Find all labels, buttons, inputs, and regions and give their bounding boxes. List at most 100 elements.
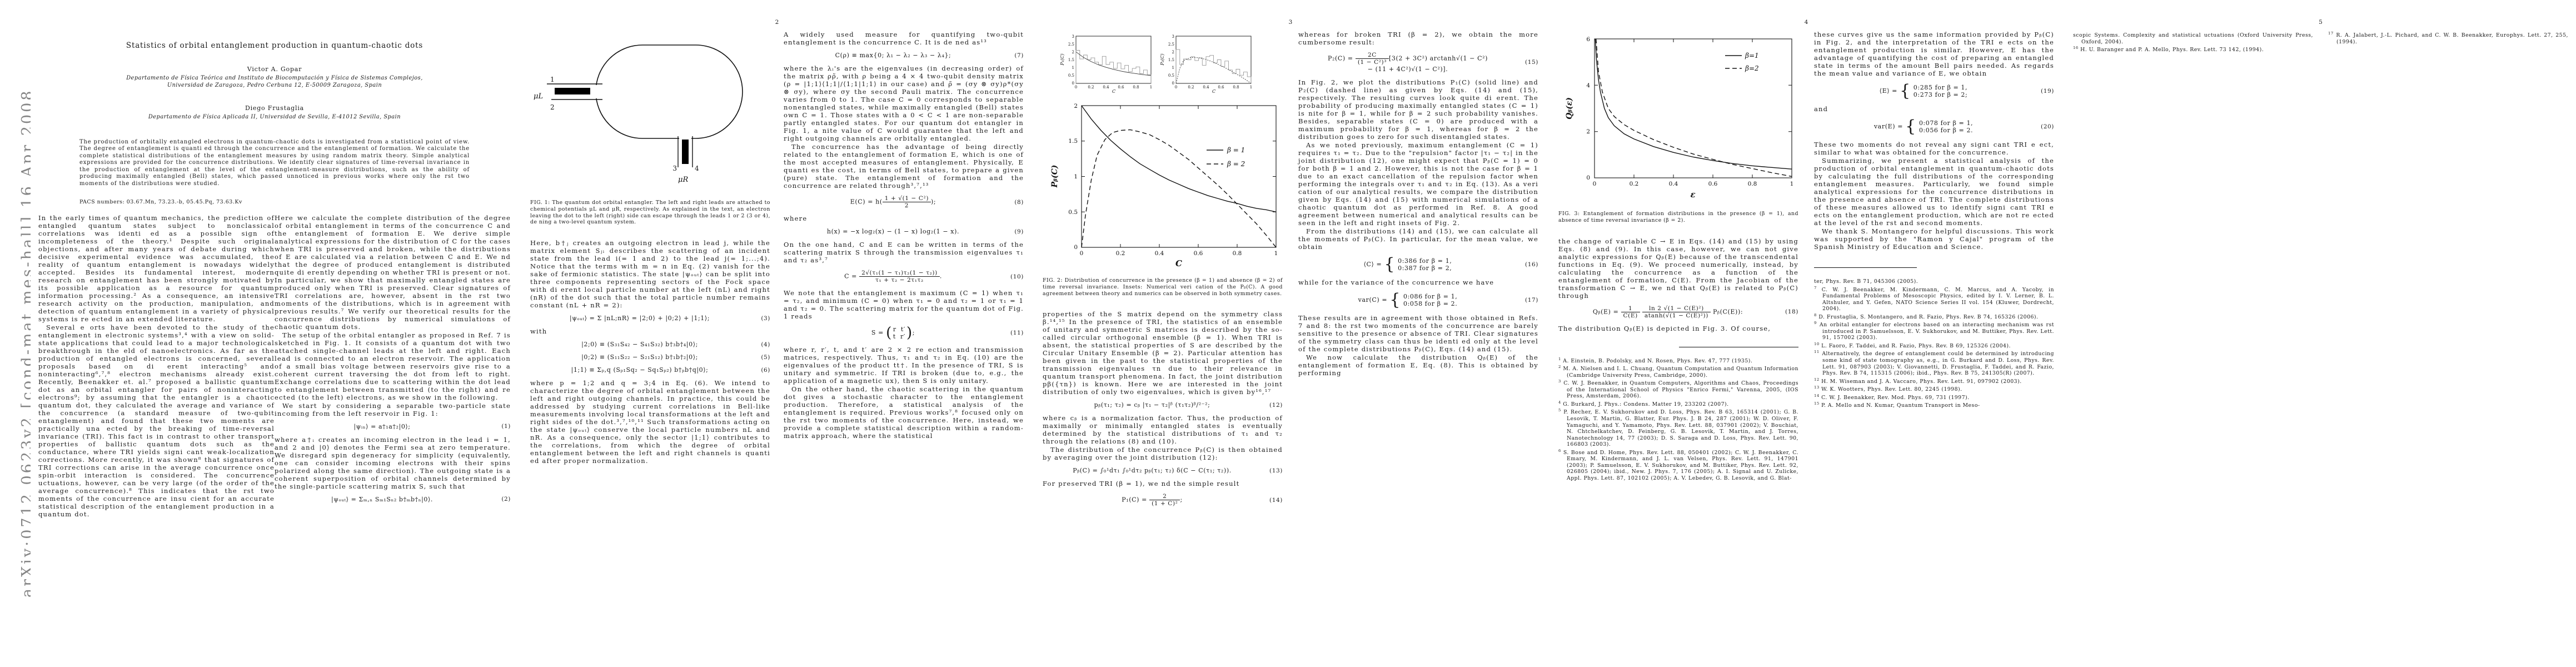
svg-text:1: 1 <box>1072 66 1074 70</box>
svg-text:0: 0 <box>1172 81 1174 86</box>
reference-item: 13 W. K. Wootters, Phys. Rev. Lett. 80, … <box>1814 385 1962 393</box>
curve-beta2 <box>1081 129 1277 248</box>
inset2-curve <box>1175 57 1252 84</box>
svg-text:1.5: 1.5 <box>1068 138 1078 145</box>
paragraph: These results are in agreement with thos… <box>1298 314 1538 353</box>
p4-col1: 6 4 2 0 0 0.2 0.4 0.6 0.8 1 ε Qᵦ(ε) β=1 … <box>1558 31 1798 481</box>
paragraph: with <box>530 327 547 336</box>
tunnel-barrier-left <box>555 88 590 94</box>
svg-text:1: 1 <box>1074 173 1078 180</box>
svg-text:0.4: 0.4 <box>1103 85 1109 89</box>
svg-text:1: 1 <box>1172 66 1174 70</box>
abstract: The production of orbitally entangled el… <box>79 138 470 187</box>
svg-text:0: 0 <box>1593 181 1597 187</box>
svg-text:1: 1 <box>1274 250 1278 257</box>
legend-label-beta2: β = 2 <box>1227 160 1245 168</box>
lead-gap-bottom <box>679 134 691 141</box>
inset2-xlabel: C <box>1212 89 1215 94</box>
equation-14: P₁(C) = 2 (1 + C)²; (14) <box>1122 493 1283 507</box>
svg-text:1: 1 <box>1150 85 1152 89</box>
paragraph: A widely used measure for quantifying tw… <box>784 31 1024 46</box>
page-3: 3 3 2.5 2 1.5 1 0.5 0 0 0.2 0.4 <box>1035 0 1546 667</box>
paragraph: the change of variable C → E in Eqs. (14… <box>1558 237 1798 300</box>
curve-beta1 <box>1595 38 1792 170</box>
figure-2: 3 2.5 2 1.5 1 0.5 0 0 0.2 0.4 0.6 0.8 1 … <box>1043 31 1283 297</box>
paragraph: and <box>1814 105 1828 113</box>
reference-item: 8 D. Frustaglia, S. Montangero, and R. F… <box>1814 312 2039 320</box>
paragraph: while for the variance of the concurrenc… <box>1298 278 1494 286</box>
equation-15: P₂(C) = 2C (1 − C²)³ [3(2 + 3C²) arctanh√(… <box>1328 52 1538 73</box>
svg-text:6: 6 <box>1586 36 1590 43</box>
svg-text:0: 0 <box>1072 81 1074 86</box>
reference-item: 3 C. W. J. Beenakker, in Quantum Compute… <box>1558 379 1798 400</box>
svg-text:0.8: 0.8 <box>1133 85 1139 89</box>
paragraph: where a†ᵢ creates an incoming electron i… <box>275 435 511 490</box>
page-number: 3 <box>1288 19 1293 26</box>
page-2: 2 1 2 μL 3 4 μR <box>522 0 1032 667</box>
paragraph: The distribution of the concurrence Pᵦ(C… <box>1043 446 1283 462</box>
svg-text:2.5: 2.5 <box>1068 42 1074 47</box>
paragraph: We now calculate the distribution Qᵦ(E) … <box>1298 354 1538 377</box>
p5-col1: scopic Systems. Complexity and statistic… <box>2073 31 2313 53</box>
paragraph: From the distributions (14) and (15), we… <box>1298 227 1538 251</box>
figure-2-caption: FIG. 2: Distribution of concurrence in t… <box>1043 277 1283 297</box>
equation-9: h(x) = −x log₂(x) − (1 − x) log₂(1 − x).… <box>826 228 1024 235</box>
potential-label-left: μL <box>534 92 543 101</box>
paragraph: On the other hand, the chaotic scatterin… <box>784 385 1024 440</box>
legend-label-beta1: β = 1 <box>1227 146 1245 154</box>
lead-gap-left <box>592 85 606 98</box>
svg-text:1: 1 <box>1250 85 1252 89</box>
paper-title: Statistics of orbital entanglement produ… <box>126 41 423 50</box>
svg-text:3: 3 <box>1072 34 1074 39</box>
curve-beta1 <box>1081 105 1277 212</box>
fig3-ylabel: Qᵦ(ε) <box>1565 97 1574 120</box>
page-number: 4 <box>1804 19 1808 26</box>
svg-text:0.8: 0.8 <box>1748 181 1757 187</box>
p3-col2: whereas for broken TRI (β = 2), we obtai… <box>1298 31 1538 512</box>
paragraph: where r, r′, t, and t′ are 2 × 2 re ecti… <box>784 346 1024 385</box>
svg-text:0: 0 <box>1080 250 1084 257</box>
paragraph: We start by considering a separable two-… <box>275 401 511 417</box>
p2-col2: A widely used measure for quantifying tw… <box>784 31 1024 465</box>
inset2-ylabel: P₂(C) <box>1160 54 1165 66</box>
author-2: Diego Frustaglia <box>245 104 305 112</box>
pacs-line: PACS numbers: 03.67.Mn, 73.23.-b, 05.45.… <box>79 198 242 205</box>
svg-text:2.5: 2.5 <box>1168 42 1174 47</box>
p2-col1: 1 2 μL 3 4 μR FIG. 1: The quantum dot or… <box>530 31 770 465</box>
inset1-curve <box>1075 51 1152 76</box>
paragraph: In Fig. 2, we plot the distributions P₁(… <box>1298 78 1538 141</box>
fig2-xlabel: C <box>1175 258 1182 268</box>
paragraph: Here we calculate the complete distribut… <box>275 213 511 331</box>
svg-text:2: 2 <box>1074 103 1078 109</box>
equation-8: E(C) = h(1 + √(1 − C²) 2); (8) <box>850 195 1024 209</box>
equation-10: C = 2√(τ₁(1 − τ₁)τ₂(1 − τ₂)) τ₁ + τ₂ − 2τ… <box>844 270 1024 283</box>
equation-5: |0;2⟩ ≡ (S₁₁S₂₂ − S₂₁S₁₂) b†₁b†₂|0⟩; (5) <box>581 354 770 361</box>
legend-label-beta2: β=2 <box>1745 64 1759 72</box>
reference-item: 6 S. Bose and D. Home, Phys. Rev. Lett. … <box>1558 448 1798 481</box>
curve-beta2 <box>1596 38 1792 177</box>
reference-item: 15 P. A. Mello and N. Kumar, Quantum Tra… <box>1814 401 1980 409</box>
paragraph: We note that the entanglement is maximum… <box>784 289 1024 320</box>
lead-label-2: 2 <box>550 103 555 111</box>
svg-text:0: 0 <box>1075 85 1077 89</box>
equation-4: |2;0⟩ ≡ (S₃₁S₄₂ − S₄₁S₃₂) b†₃b†₄|0⟩; (4) <box>581 341 770 349</box>
paragraph: In the early times of quantum mechanics,… <box>38 213 275 323</box>
paragraph: Summarizing, we present a statistical an… <box>1814 157 2054 227</box>
reference-item: ter, Phys. Rev. B 71, 045306 (2005). <box>1814 278 1919 285</box>
equation-11: S = (r t′ t r′); (11) <box>871 325 1024 341</box>
equation-13: Pᵦ(C) = ∫₀¹dτ₁ ∫₀¹dτ₂ pᵦ(τ₁; τ₂) δ(C − C… <box>1073 467 1283 475</box>
paragraph: We thank S. Montangero for helpful discu… <box>1814 227 2054 251</box>
paragraph: where the λᵢ's are the eigenvalues (in d… <box>784 64 1024 142</box>
svg-text:0.8: 0.8 <box>1233 85 1239 89</box>
p1-col1: In the early times of quantum mechanics,… <box>38 214 275 519</box>
equation-18: Qᵦ(E) = 1 C(E) ln 2 √(1 − C(E)²) atanh(√(1… <box>1592 305 1798 319</box>
reference-item: 17 R. A. Jalabert, J.-L. Pichard, and C.… <box>2328 31 2568 45</box>
inset1-histogram <box>1075 50 1152 83</box>
author-1: Victor A. Gopar <box>247 66 302 73</box>
figure-1-caption: FIG. 1: The quantum dot orbital entangle… <box>530 200 770 226</box>
figure-3: 6 4 2 0 0 0.2 0.4 0.6 0.8 1 ε Qᵦ(ε) β=1 … <box>1558 31 1798 224</box>
reference-item: 7 C. W. J. Beenakker, M. Kindermann, C. … <box>1814 285 2054 312</box>
p5-col2: 17 R. A. Jalabert, J.-L. Pichard, and C.… <box>2328 31 2568 53</box>
page-number: 5 <box>2319 19 2323 26</box>
svg-text:0.5: 0.5 <box>1068 73 1074 78</box>
